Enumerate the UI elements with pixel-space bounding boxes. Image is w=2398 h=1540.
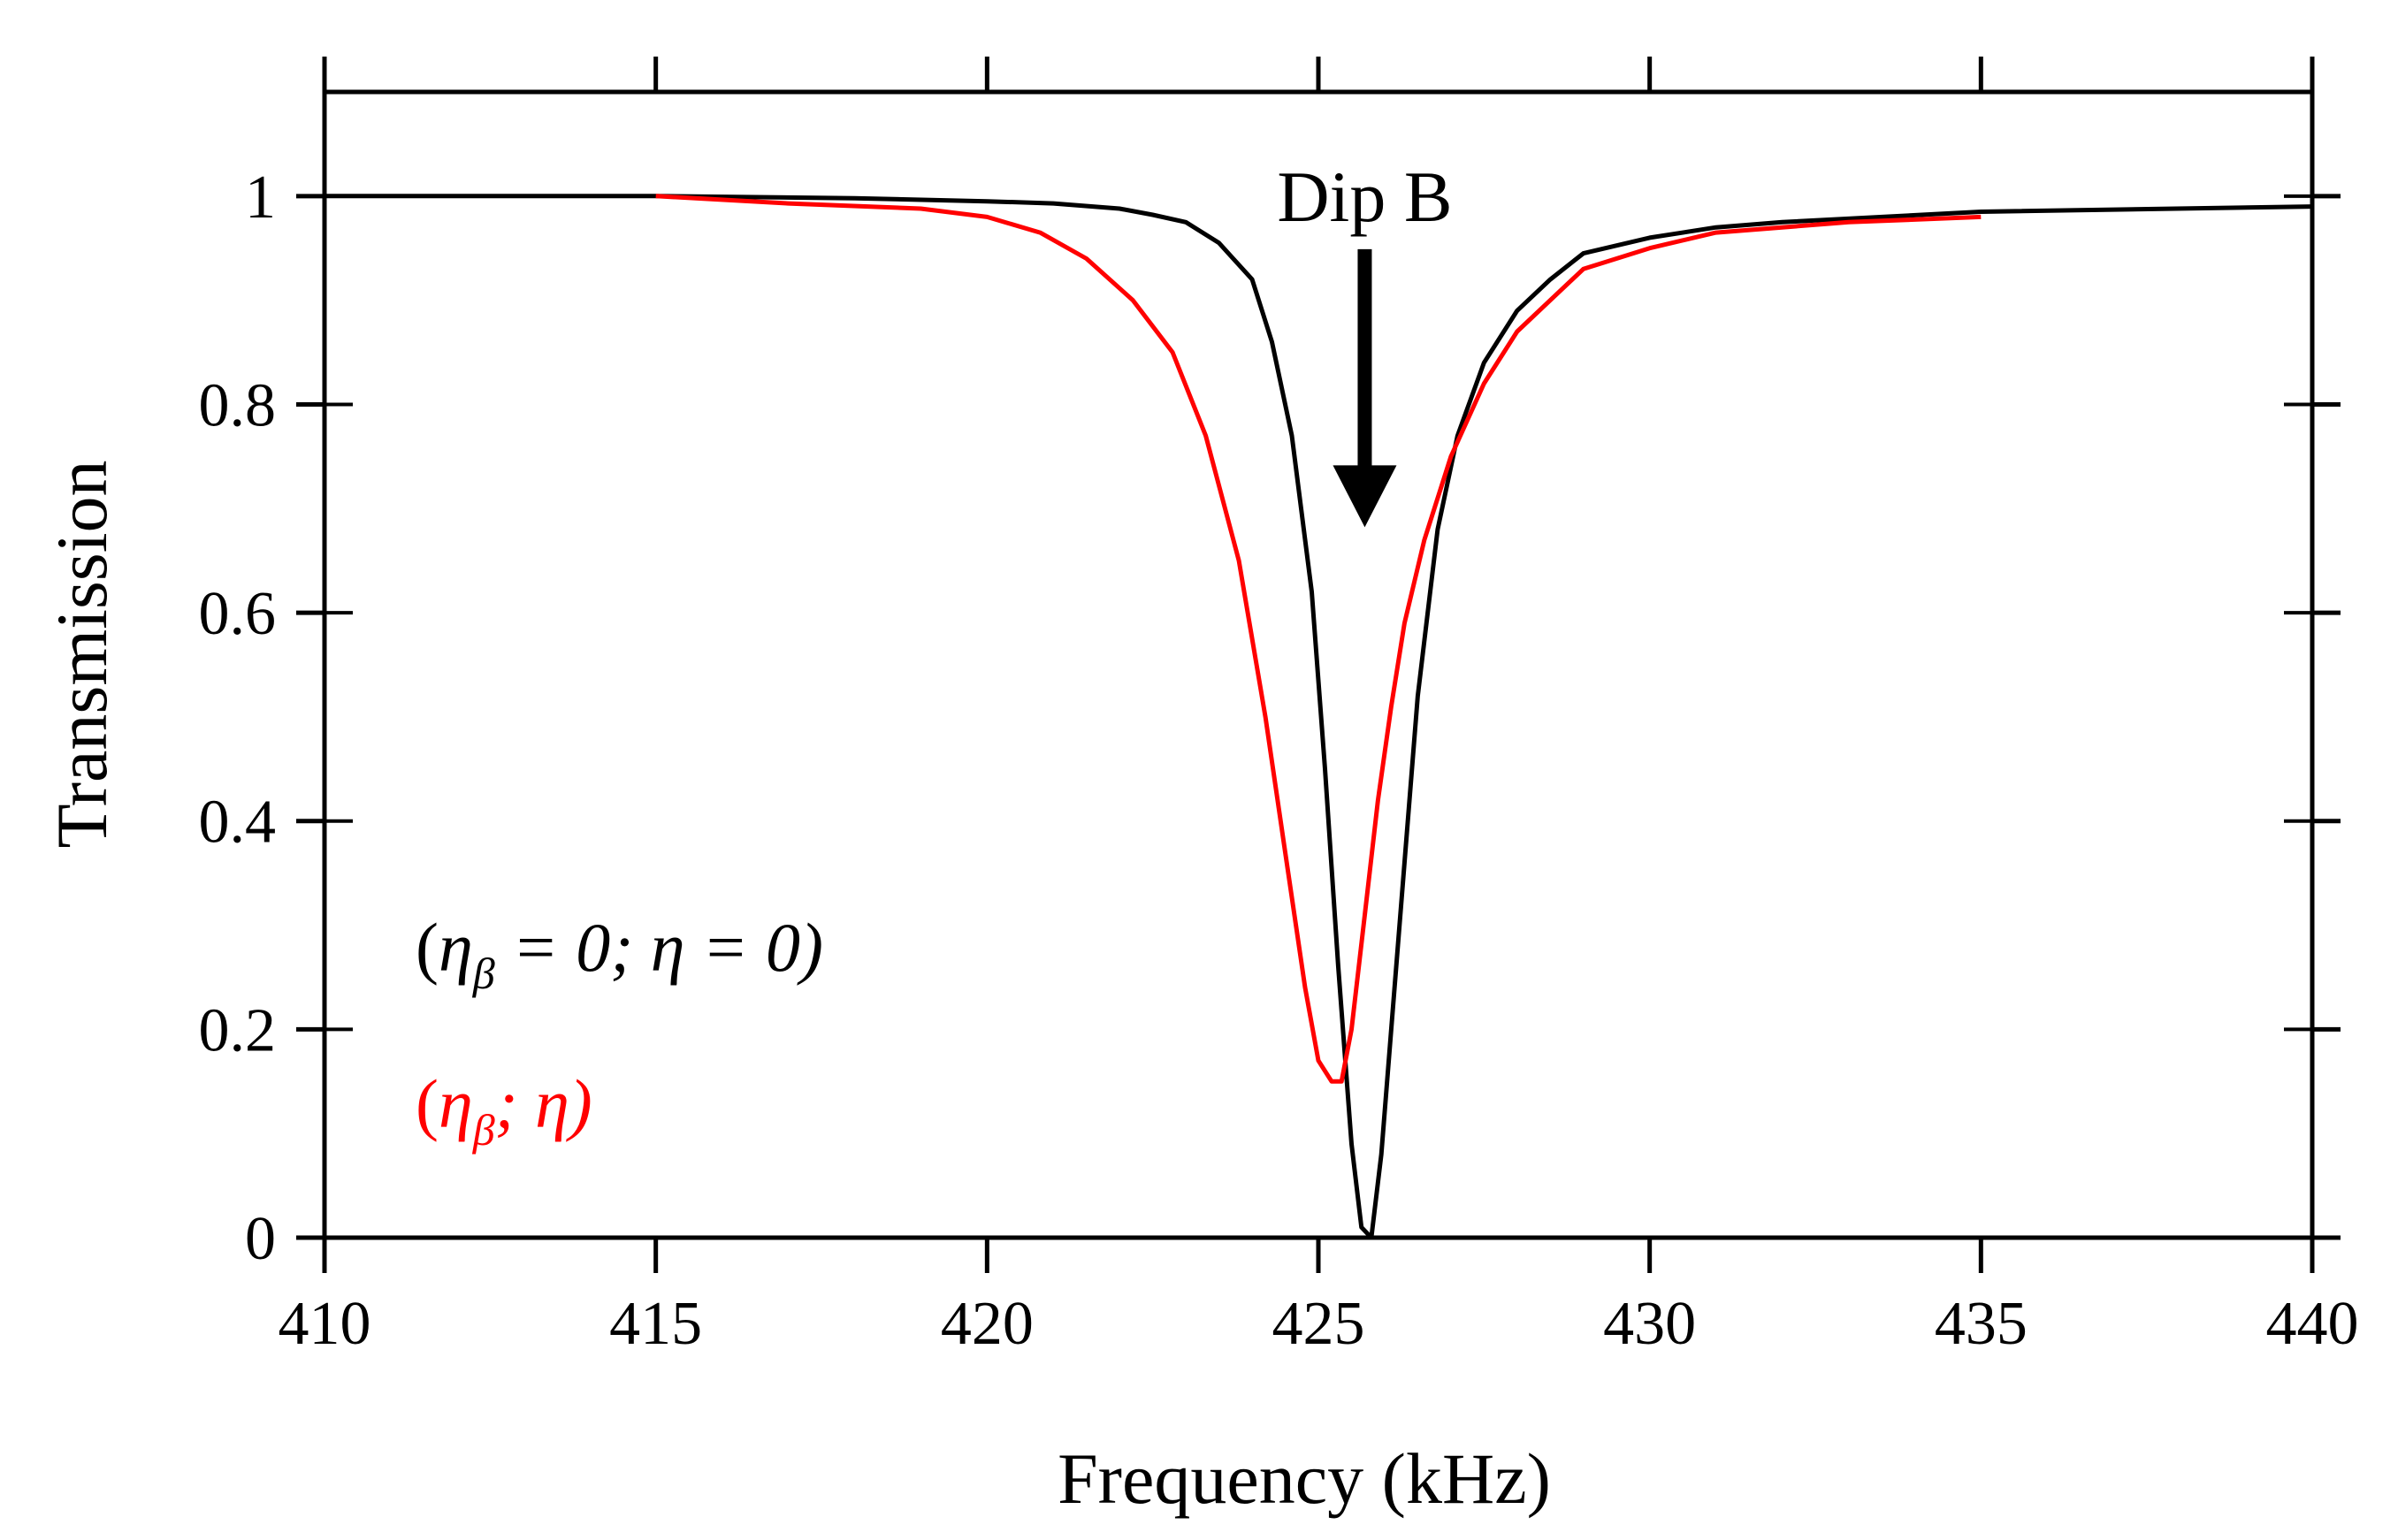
x-tick-label: 430 [1603,1290,1696,1358]
x-tick-label: 415 [609,1290,702,1358]
legend-entry-damped: (ηβ; η) [416,1065,592,1155]
legend-entry-ideal: (ηβ = 0; η = 0) [416,909,823,998]
x-axis-title: Frequency (kHz) [1058,1438,1551,1519]
y-tick-labels: 0 0.2 0.4 0.6 0.8 1 [199,164,277,1273]
y-tick-label: 0.4 [199,789,277,857]
x-tick-label: 440 [2266,1290,2359,1358]
series-lines [325,194,2313,1240]
x-tick-label: 435 [1935,1290,2028,1358]
x-tick-label: 425 [1272,1290,1365,1358]
series-line-ideal [325,194,2313,1240]
x-tick-label: 410 [279,1290,371,1358]
dip-b-label: Dip B [1277,156,1452,237]
y-tick-label: 0.2 [199,996,277,1064]
y-tick-label: 0.8 [199,371,277,439]
series-line-damped [655,194,1982,1084]
y-tick-label: 0 [245,1205,276,1273]
x-tick-label: 420 [941,1290,1034,1358]
dip-arrow-head [1333,465,1397,528]
y-axis-title: Transmission [42,461,122,849]
y-tick-label: 1 [245,164,276,232]
x-tick-labels: 410 415 420 425 430 435 440 [279,1290,2359,1358]
y-tick-label: 0.6 [199,580,277,648]
dip-b-arrow [1333,248,1397,528]
